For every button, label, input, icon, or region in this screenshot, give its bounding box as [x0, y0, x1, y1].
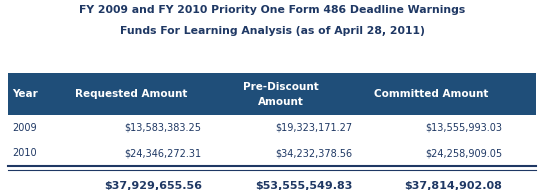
Text: 2010: 2010: [13, 148, 37, 158]
FancyBboxPatch shape: [8, 73, 536, 115]
Text: Pre-Discount: Pre-Discount: [243, 82, 319, 92]
Text: $13,555,993.03: $13,555,993.03: [425, 123, 503, 133]
Text: $37,929,655.56: $37,929,655.56: [104, 181, 202, 190]
Text: $24,258,909.05: $24,258,909.05: [425, 148, 503, 158]
Text: Amount: Amount: [258, 97, 304, 107]
Text: Funds For Learning Analysis (as of April 28, 2011): Funds For Learning Analysis (as of April…: [120, 26, 424, 36]
Text: $34,232,378.56: $34,232,378.56: [275, 148, 352, 158]
Text: Requested Amount: Requested Amount: [75, 89, 187, 99]
Text: $13,583,383.25: $13,583,383.25: [125, 123, 202, 133]
Text: Committed Amount: Committed Amount: [374, 89, 489, 99]
Text: FY 2009 and FY 2010 Priority One Form 486 Deadline Warnings: FY 2009 and FY 2010 Priority One Form 48…: [79, 5, 465, 15]
Text: $37,814,902.08: $37,814,902.08: [405, 181, 503, 190]
Text: 2009: 2009: [13, 123, 37, 133]
Text: $19,323,171.27: $19,323,171.27: [275, 123, 352, 133]
Text: $24,346,272.31: $24,346,272.31: [125, 148, 202, 158]
Text: Year: Year: [13, 89, 38, 99]
Text: $53,555,549.83: $53,555,549.83: [255, 181, 352, 190]
